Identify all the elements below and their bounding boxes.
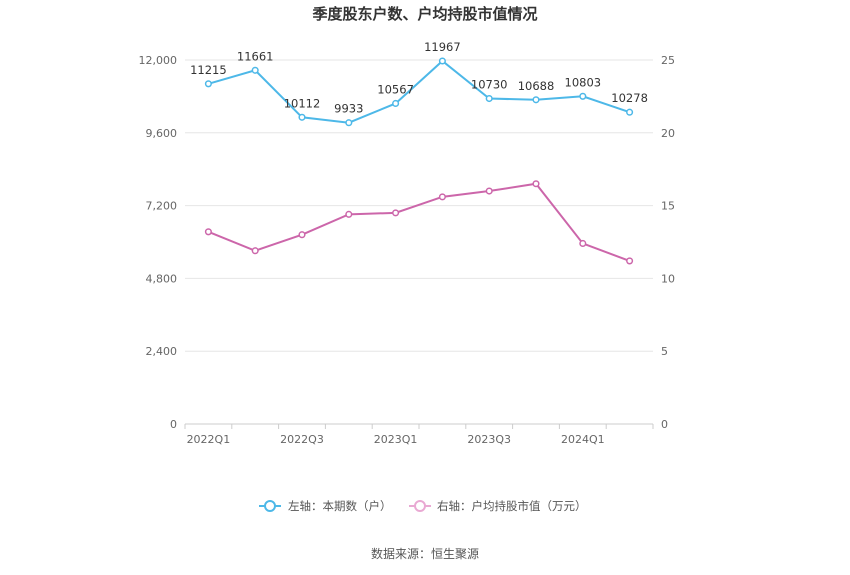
data-point[interactable] (532, 96, 540, 104)
data-label: 10688 (518, 79, 555, 93)
data-point[interactable] (579, 239, 587, 248)
legend-marker-left (264, 500, 276, 512)
legend-item-left-series[interactable]: 左轴：本期数（户） (259, 499, 392, 513)
data-point[interactable] (579, 92, 587, 100)
y-right-tick-label: 20 (661, 127, 675, 140)
data-point[interactable] (438, 57, 446, 65)
data-label: 10278 (611, 91, 648, 105)
data-point[interactable] (626, 257, 634, 265)
data-point[interactable] (626, 108, 634, 116)
data-label: 11967 (424, 40, 461, 54)
x-tick-label: 2022Q3 (280, 433, 324, 446)
y-right-tick-label: 15 (661, 200, 675, 213)
y-right-tick-label: 5 (661, 345, 668, 358)
data-point[interactable] (392, 99, 400, 108)
y-right-tick-label: 0 (661, 418, 668, 431)
data-point[interactable] (204, 80, 212, 88)
source-note: 数据来源：恒生聚源 (371, 546, 479, 561)
axes: 0 0 2,400 5 4,800 10 7,200 15 9,600 20 12,000 25 202… (139, 54, 676, 446)
y-left-tick-label: 12,000 (139, 54, 178, 67)
data-point[interactable] (392, 209, 400, 217)
data-point[interactable] (251, 66, 259, 74)
data-label: 11661 (237, 49, 274, 63)
y-right-tick-label: 10 (661, 272, 675, 285)
y-left-tick-label: 7,200 (146, 200, 178, 213)
data-label: 10730 (471, 78, 508, 92)
chart-title: 季度股东户数、户均持股市值情况 (312, 5, 537, 23)
data-point[interactable] (532, 180, 540, 188)
grid (185, 59, 653, 425)
data-label: 9933 (334, 102, 363, 116)
x-tick-label: 2022Q1 (187, 433, 231, 446)
y-left-tick-label: 4,800 (146, 272, 178, 285)
legend-marker-right (414, 500, 426, 512)
y-left-tick-label: 2,400 (146, 345, 178, 358)
data-point[interactable] (298, 113, 306, 121)
data-label: 10112 (284, 96, 321, 110)
y-right-tick-label: 25 (661, 54, 675, 67)
data-point[interactable] (204, 228, 212, 236)
data-label: 10567 (377, 82, 414, 96)
y-left-tick-label: 0 (170, 418, 177, 431)
data-label: 10803 (565, 75, 602, 89)
data-point[interactable] (485, 187, 493, 195)
data-labels: 11215 11661 10112 9933 10567 11967 10730 10688 1… (190, 40, 648, 116)
x-tick-label: 2024Q1 (561, 433, 605, 446)
data-label: 11215 (190, 63, 227, 77)
data-point[interactable] (345, 210, 353, 218)
legend-label-right: 右轴：户均持股市值（万元） (437, 499, 587, 513)
series-line-shareholder-count (208, 59, 630, 124)
series-line-avg-holding-value (208, 182, 630, 262)
legend-item-right-series[interactable]: 右轴：户均持股市值（万元） (409, 499, 587, 513)
data-point[interactable] (298, 231, 306, 239)
data-point[interactable] (251, 247, 259, 255)
legend-label-left: 左轴：本期数（户） (288, 499, 392, 513)
data-point[interactable] (485, 94, 493, 103)
x-tick-label: 2023Q3 (467, 433, 511, 446)
legend: 左轴：本期数（户） 右轴：户均持股市值（万元） (259, 499, 587, 513)
y-left-tick-label: 9,600 (146, 127, 178, 140)
series-layer (204, 57, 634, 265)
data-point[interactable] (438, 193, 446, 201)
x-tick-label: 2023Q1 (374, 433, 418, 446)
data-point[interactable] (345, 119, 353, 127)
